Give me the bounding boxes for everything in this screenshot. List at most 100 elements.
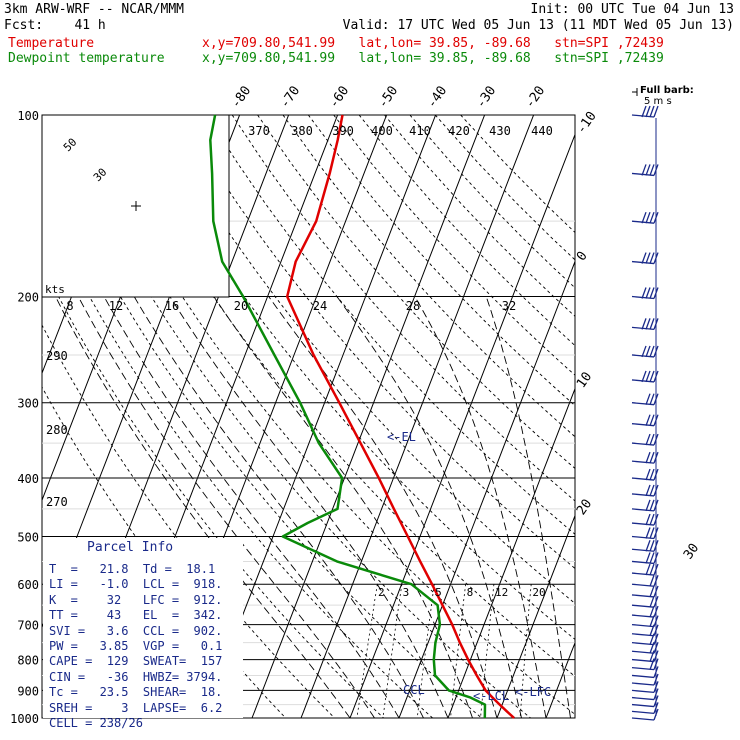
wind-barb [631,499,659,512]
mixing-ratio-line [480,584,495,719]
pressure-tick-label: 900 [17,684,39,698]
pressure-tick-label: 800 [17,654,39,668]
wind-barb [631,451,659,464]
isotherm [42,115,192,502]
isotherm [251,115,486,719]
el-marker: <-EL [387,430,416,444]
mixing-ratio-line [356,584,378,719]
model-title: 3km ARW-WRF -- NCAR/MMM [4,2,185,17]
moist-adiabat [103,296,400,719]
wind-barb [631,468,659,481]
pressure-tick-label: 200 [17,291,39,305]
isotherm [349,133,575,719]
isotherm [595,115,740,718]
lcl-marker: <-LCL [473,689,509,703]
mixing-ratio-line [382,584,403,719]
mixing-ratio-label: 12 [495,586,508,599]
moist-adiabat [213,296,473,719]
moist-adiabat [485,296,571,719]
mixing-ratio-label: 8 [467,586,474,599]
mixing-ratio-line [519,584,532,719]
lfc-marker: <-LFC [515,685,551,699]
isotherm [42,115,143,375]
parcel-info-row: LI = -1.0 LCL = 918. [49,577,223,592]
wind-barb [631,211,659,224]
dry-adiabat [130,115,575,640]
temperature-tick-label: -70 [278,83,304,111]
wind-barb [631,540,659,552]
speed-tick-label: 12 [109,299,123,313]
temperature-legend-label: Temperature [8,36,95,51]
moist-adiabat [336,296,522,719]
dry-adiabat [181,115,575,569]
pressure-tick-label: 400 [17,472,39,486]
dry-adiabat [231,115,575,502]
dry-adiabat [358,115,575,347]
wind-barb [631,695,659,708]
parcel-info-row: CAPE = 129 SWEAT= 157 [49,654,223,669]
parcel-info-panel: Parcel Info T = 21.8 Td = 18.1 LI = -1.0 … [43,538,243,730]
wind-barb [631,287,659,300]
theta-label: 370 [248,124,270,138]
dry-adiabat [333,115,575,376]
wind-barb [631,605,659,618]
wind-barb [631,708,659,721]
theta-label: 380 [291,124,313,138]
mixing-ratio-label: 3 [403,586,410,599]
speed-tick-label: 28 [406,299,420,313]
theta-label: 400 [371,124,393,138]
parcel-info-row: K = 32 LFC = 912. [49,592,223,607]
wind-barb [631,318,659,331]
wind-barb [631,595,659,608]
dry-adiabat [206,115,575,535]
wind-barb [631,433,659,446]
wind-barb [631,105,659,118]
wind-barb [631,575,659,587]
temperature-tick-label: -60 [327,83,353,111]
isotherm [447,387,575,719]
isotherm [545,641,575,719]
wind-barb [631,484,659,497]
temperature-tick-label: 0 [574,249,591,264]
temperature-tick-label: -40 [425,83,451,111]
forecast-hour: Fcst: 41 h [4,18,106,33]
parcel-info-row: Tc = 23.5 SHEAR= 18. [49,685,223,700]
pressure-tick-label: 100 [17,109,39,123]
parcel-info-title: Parcel Info [87,540,174,555]
dry-adiabat [42,143,482,719]
parcel-info-row: CELL = 238/26 [49,716,143,730]
dry-adiabat [460,115,575,234]
dry-adiabat [282,115,575,438]
pressure-tick-label: 300 [17,397,39,411]
isotherm [300,115,535,719]
theta-label: 410 [409,124,431,138]
pressure-tick-label: 500 [17,530,39,544]
temperature-tick-label: -10 [574,109,600,137]
moist-adiabat [414,296,547,719]
moist-adiabat [133,296,424,719]
parcel-info-row: SVI = 3.6 CCL = 902. [49,623,223,638]
speed-tick-label: 16 [165,299,179,313]
dry-adiabat [434,115,575,261]
dewpoint-profile [209,114,487,719]
temperature-tick-label: -20 [523,83,549,111]
speed-tick-label: 8 [66,299,73,313]
pressure-tick-label: 1000 [10,712,39,726]
theta-label: 390 [332,124,354,138]
mixing-ratio-line [416,584,435,719]
temperature-tick-label: -30 [474,83,500,111]
wind-barb-unit: 5 m s [644,96,672,107]
wind-barb [631,552,659,565]
dry-adiabat [155,115,575,604]
wind-barb [631,527,659,540]
speed-tick-label: 20 [234,299,248,313]
theta-label: 420 [448,124,470,138]
dry-adiabat [104,115,575,677]
temperature-tick-label: 20 [574,497,595,518]
wind-barb [631,393,659,406]
temperature-tick-label: 30 [681,541,702,562]
theta-label: 280 [46,423,68,437]
moist-adiabat [268,296,498,719]
mixing-ratio-label: 20 [532,586,545,599]
wind-barb [631,702,659,715]
